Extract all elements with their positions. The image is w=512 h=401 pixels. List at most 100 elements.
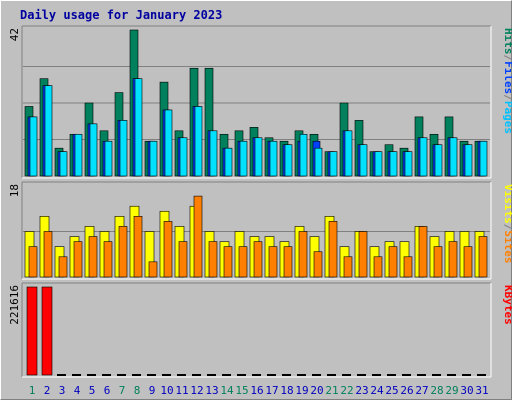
- x-axis-label: 21: [325, 384, 338, 397]
- bar-sites: [418, 226, 428, 278]
- legend-entry: Pages: [502, 101, 512, 134]
- bar-sites: [403, 256, 413, 278]
- bar-pages: [359, 144, 368, 177]
- bar-sites: [43, 231, 53, 278]
- x-axis-label: 26: [400, 384, 413, 397]
- x-axis-label: 5: [89, 384, 96, 397]
- x-axis-label: 17: [265, 384, 278, 397]
- bar-pages: [464, 144, 473, 177]
- bar-sites: [103, 241, 113, 278]
- bar-sites: [118, 226, 128, 278]
- bar-pages: [134, 78, 143, 177]
- legend-entry: Files: [502, 61, 512, 94]
- x-axis-label: 2: [44, 384, 51, 397]
- x-axis-label: 1: [29, 384, 36, 397]
- x-axis-label: 8: [134, 384, 141, 397]
- bar-pages: [59, 151, 68, 177]
- bar-pages: [434, 144, 443, 177]
- x-axis-label: 16: [250, 384, 263, 397]
- bar-pages: [314, 147, 323, 177]
- bar-pages: [284, 144, 293, 177]
- legend-entry: /: [502, 224, 512, 231]
- bar-sites: [433, 246, 443, 278]
- bar-sites: [328, 221, 338, 278]
- bar-sites: [28, 246, 38, 278]
- bar-sites: [373, 256, 383, 278]
- bar-pages: [44, 85, 53, 177]
- x-axis-label: 28: [430, 384, 443, 397]
- bar-pages: [119, 120, 128, 177]
- bar-pages: [269, 140, 278, 177]
- x-axis-label: 27: [415, 384, 428, 397]
- bar-sites: [358, 231, 368, 278]
- x-axis-label: 20: [310, 384, 323, 397]
- bar-pages: [344, 130, 353, 177]
- bar-sites: [178, 241, 188, 278]
- x-axis-label: 10: [160, 384, 173, 397]
- legend: Visits/Sites: [502, 184, 512, 264]
- x-axis-label: 4: [74, 384, 81, 397]
- bar-sites: [223, 246, 233, 278]
- bar-pages: [164, 109, 173, 177]
- x-axis-label: 9: [149, 384, 156, 397]
- bar-sites: [208, 241, 218, 278]
- bar-pages: [449, 137, 458, 177]
- bar-sites: [388, 246, 398, 278]
- legend-entry: Hits: [502, 28, 512, 55]
- bar-pages: [419, 137, 428, 177]
- panel-background: [22, 283, 491, 377]
- bar-kbytes: [41, 286, 53, 376]
- legend: KBytes: [502, 285, 512, 325]
- x-axis-label: 3: [59, 384, 66, 397]
- bar-pages: [404, 151, 413, 177]
- bar-pages: [239, 140, 248, 177]
- legend-entry: /: [502, 55, 512, 62]
- x-axis-label: 31: [475, 384, 488, 397]
- bar-pages: [149, 140, 158, 177]
- x-axis-label: 22: [340, 384, 353, 397]
- bar-sites: [448, 241, 458, 278]
- bar-pages: [194, 106, 203, 177]
- bar-sites: [313, 251, 323, 278]
- bar-pages: [89, 123, 98, 177]
- bar-sites: [193, 195, 203, 278]
- bar-pages: [479, 140, 488, 177]
- x-axis-label: 23: [355, 384, 368, 397]
- y-axis-max-label: 42: [8, 28, 21, 41]
- bar-pages: [74, 133, 83, 177]
- bar-pages: [329, 151, 338, 177]
- bar-sites: [343, 256, 353, 278]
- legend-entry: Visits: [502, 184, 512, 224]
- bar-pages: [389, 151, 398, 177]
- legend-entry: /: [502, 94, 512, 101]
- x-axis-label: 11: [175, 384, 188, 397]
- legend-entry: Sites: [502, 230, 512, 263]
- bar-pages: [179, 137, 188, 177]
- bar-sites: [163, 221, 173, 278]
- bar-sites: [73, 241, 83, 278]
- bar-pages: [224, 147, 233, 177]
- bar-sites: [253, 241, 263, 278]
- y-axis-max-label: 18: [8, 184, 21, 197]
- bar-pages: [209, 130, 218, 177]
- bar-sites: [478, 236, 488, 278]
- x-axis-label: 30: [460, 384, 473, 397]
- x-axis-label: 12: [190, 384, 203, 397]
- bar-pages: [374, 151, 383, 177]
- x-axis-label: 19: [295, 384, 308, 397]
- bar-sites: [58, 256, 68, 278]
- y-axis-max-label: 221616: [8, 285, 21, 325]
- x-axis-label: 7: [119, 384, 126, 397]
- x-axis-label: 18: [280, 384, 293, 397]
- x-axis-label: 25: [385, 384, 398, 397]
- legend: Hits/Files/Pages: [502, 28, 512, 134]
- bar-sites: [268, 246, 278, 278]
- x-axis-label: 24: [370, 384, 384, 397]
- x-axis-label: 6: [104, 384, 111, 397]
- x-axis-label: 15: [235, 384, 248, 397]
- chart-title: Daily usage for January 2023: [20, 8, 223, 22]
- bar-pages: [299, 133, 308, 177]
- bar-sites: [133, 216, 143, 278]
